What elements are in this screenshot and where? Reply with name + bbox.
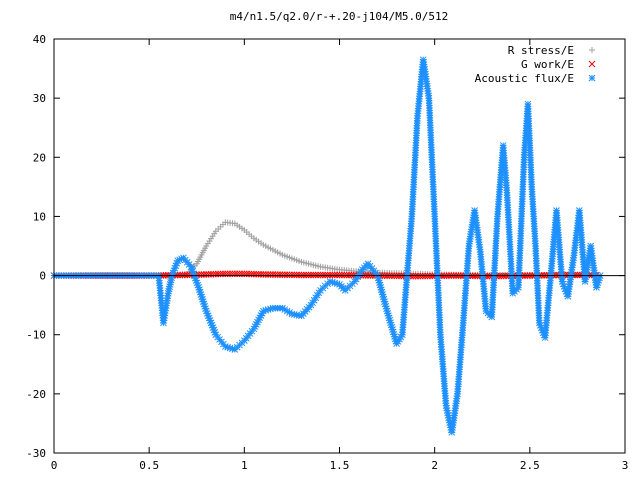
chart-title: m4/n1.5/q2.0/r-+.20-j104/M5.0/512 — [230, 10, 449, 23]
data-marks — [51, 57, 603, 436]
series-2 — [51, 57, 603, 436]
